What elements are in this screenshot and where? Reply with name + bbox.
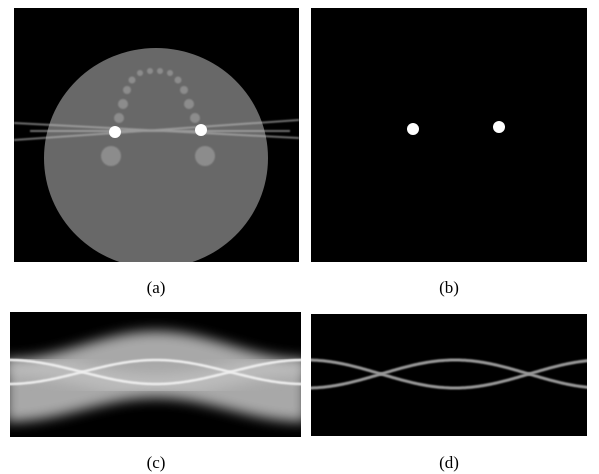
metal-implant xyxy=(493,121,505,133)
caption: (b) xyxy=(439,278,459,297)
panel-background xyxy=(311,314,587,436)
panel-a xyxy=(14,8,299,268)
metal-implant xyxy=(195,124,207,136)
panel-background xyxy=(311,8,587,262)
caption: (d) xyxy=(439,453,459,472)
panel-b xyxy=(311,8,587,262)
figure: (a) (b) (c) (d) xyxy=(0,0,599,474)
page: (a) (b) (c) (d) (() => { const data = JS… xyxy=(0,0,599,474)
caption: (a) xyxy=(147,278,166,297)
panel-d xyxy=(307,314,591,436)
phantom-body xyxy=(44,48,268,268)
panel-c xyxy=(6,312,306,437)
caption: (c) xyxy=(147,453,166,472)
metal-implant xyxy=(109,126,121,138)
metal-implant xyxy=(407,123,419,135)
